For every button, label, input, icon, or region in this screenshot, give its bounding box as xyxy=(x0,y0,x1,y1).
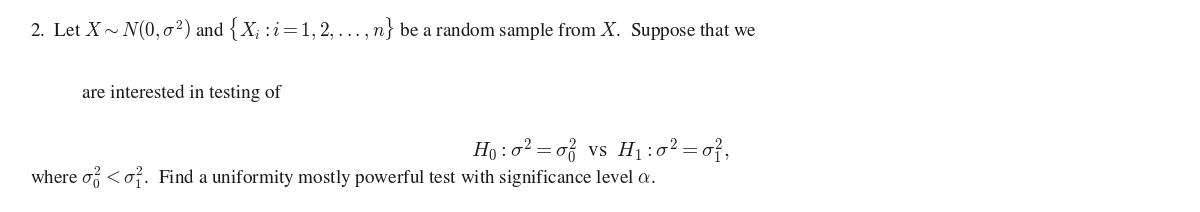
Text: 2.  Let $X \sim N\left(0,\sigma^2\right)$ and $\{X_i : i = 1, 2, ..., n\}$ be a : 2. Let $X \sim N\left(0,\sigma^2\right)$… xyxy=(30,15,757,43)
Text: where $\sigma_0^2 < \sigma_1^2$.  Find a uniformity mostly powerful test with si: where $\sigma_0^2 < \sigma_1^2$. Find a … xyxy=(30,165,655,191)
Text: are interested in testing of: are interested in testing of xyxy=(82,85,281,102)
Text: $H_0 : \sigma^2 = \sigma_0^2$  vs  $H_1 : \sigma^2 = \sigma_1^2,$: $H_0 : \sigma^2 = \sigma_0^2$ vs $H_1 : … xyxy=(470,137,730,166)
